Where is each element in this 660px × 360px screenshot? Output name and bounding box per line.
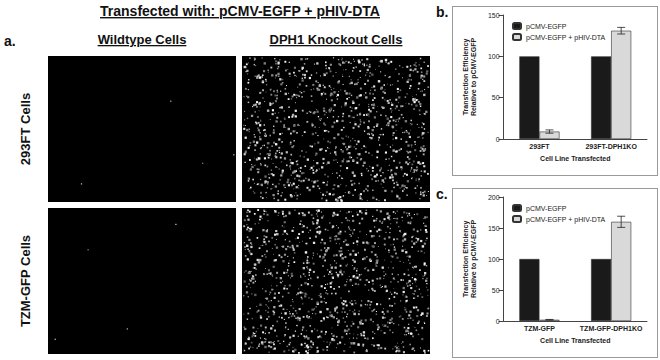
svg-text:0: 0 (496, 136, 500, 143)
html-text:c.: c. (436, 186, 448, 202)
svg-text:0: 0 (496, 318, 500, 325)
svg-text:100: 100 (488, 53, 500, 60)
html-text:b.: b. (436, 4, 449, 20)
svg-text:pCMV-EGFP + pHIV-DTA: pCMV-EGFP + pHIV-DTA (526, 216, 606, 224)
svg-text:TZM-GFP: TZM-GFP (524, 325, 555, 332)
svg-text:pCMV-EGFP: pCMV-EGFP (526, 23, 567, 31)
svg-text:200: 200 (488, 194, 500, 201)
svg-text:150: 150 (488, 225, 500, 232)
svg-text:50: 50 (492, 287, 500, 294)
svg-text:Relative to pCMV-EGFP: Relative to pCMV-EGFP (470, 38, 478, 117)
svg-text:DPH1 Knockout Cells: DPH1 Knockout Cells (270, 32, 403, 47)
svg-text:TZM-GFP Cells: TZM-GFP Cells (18, 235, 33, 327)
svg-text:293FT: 293FT (529, 143, 550, 150)
svg-text:Cell Line Transfected: Cell Line Transfected (540, 155, 610, 162)
svg-text:Transfected with: pCMV-EGFP +: Transfected with: pCMV-EGFP + pHIV-DTA (100, 3, 380, 19)
svg-text:pCMV-EGFP + pHIV-DTA: pCMV-EGFP + pHIV-DTA (526, 34, 606, 42)
svg-text:Transfection Efficiency: Transfection Efficiency (462, 39, 470, 116)
svg-text:Cell Line Transfected: Cell Line Transfected (540, 337, 610, 344)
svg-text:a.: a. (4, 33, 16, 49)
svg-text:50: 50 (492, 94, 500, 101)
svg-text:Relative to pCMV-EGFP: Relative to pCMV-EGFP (470, 220, 478, 299)
svg-text:150: 150 (488, 12, 500, 19)
svg-text:pCMV-EGFP: pCMV-EGFP (526, 205, 567, 213)
svg-text:Transfection Efficiency: Transfection Efficiency (462, 221, 470, 298)
svg-text:100: 100 (488, 256, 500, 263)
svg-text:293FT-DPH1KO: 293FT-DPH1KO (585, 143, 637, 150)
svg-text:TZM-GFP-DPH1KO: TZM-GFP-DPH1KO (580, 325, 643, 332)
svg-text:293FT Cells: 293FT Cells (18, 93, 33, 165)
svg-text:Wildtype Cells: Wildtype Cells (98, 32, 187, 47)
